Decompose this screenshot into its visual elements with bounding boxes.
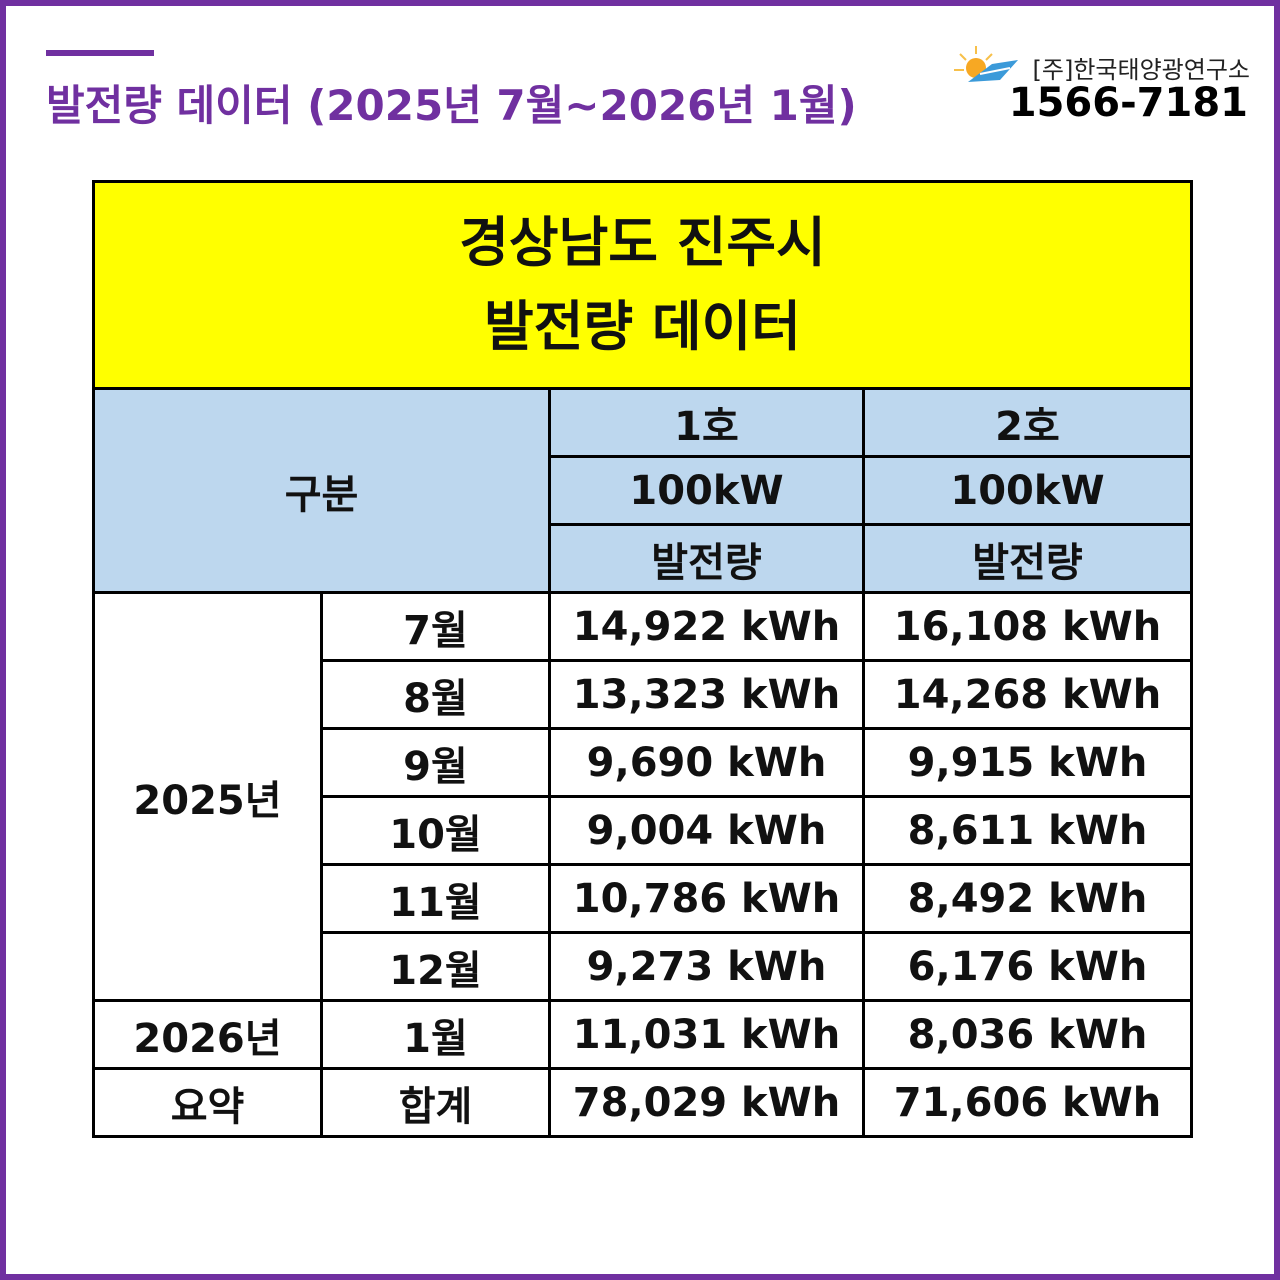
month-cell: 1월: [320, 999, 551, 1070]
year-cell: 요약: [92, 1067, 323, 1138]
table-row: 요약 합계 78,029 kWh 71,606 kWh: [92, 1067, 1193, 1138]
page-title: 발전량 데이터 (2025년 7월~2026년 1월): [46, 81, 857, 130]
value-cell: 71,606 kWh: [862, 1067, 1193, 1138]
value-cell: 16,108 kWh: [862, 591, 1193, 662]
value-cell: 11,031 kWh: [548, 999, 865, 1070]
logo: [954, 46, 1018, 82]
table-row: 100kW 100kW: [94, 455, 1193, 526]
value-cell: 8,611 kWh: [862, 795, 1193, 866]
month-cell: 10월: [320, 795, 551, 866]
value-cell: 13,323 kWh: [548, 659, 865, 730]
month-cell: 9월: [320, 727, 551, 798]
table-row: 2025년 7월 14,922 kWh 16,108 kWh: [92, 591, 1193, 1002]
value-cell: 8,492 kWh: [862, 863, 1193, 934]
header-corner: 구분: [92, 387, 551, 594]
header-capacity: 100kW: [548, 455, 865, 526]
phone-number: 1566-7181: [1008, 80, 1248, 126]
value-cell: 9,690 kWh: [548, 727, 865, 798]
year-cell: 2026년: [92, 999, 323, 1070]
company-name: [주]한국태양광연구소: [1032, 56, 1250, 84]
table-row: 구분 1호 2호: [92, 387, 1193, 594]
table-row: 9월 9,690 kWh 9,915 kWh: [94, 727, 1193, 798]
value-cell: 8,036 kWh: [862, 999, 1193, 1070]
value-cell: 10,786 kWh: [548, 863, 865, 934]
header-measure: 발전량: [862, 523, 1193, 594]
table-title-line: 발전량 데이터: [484, 295, 801, 358]
table-row: 11월 10,786 kWh 8,492 kWh: [94, 863, 1193, 934]
month-cell: 합계: [320, 1067, 551, 1138]
value-cell: 78,029 kWh: [548, 1067, 865, 1138]
year-cell: 2025년: [92, 591, 323, 1002]
table-row: 8월 13,323 kWh 14,268 kWh: [94, 659, 1193, 730]
value-cell: 9,273 kWh: [548, 931, 865, 1002]
header-capacity: 100kW: [862, 455, 1193, 526]
header-unit: 1호: [548, 387, 865, 458]
value-cell: 9,004 kWh: [548, 795, 865, 866]
title-rule: [46, 50, 154, 56]
table-row: 2026년 1월 11,031 kWh 8,036 kWh: [92, 999, 1193, 1070]
value-cell: 9,915 kWh: [862, 727, 1193, 798]
month-cell: 12월: [320, 931, 551, 1002]
value-cell: 14,922 kWh: [548, 591, 865, 662]
table-title-line: 경상남도 진주시: [459, 211, 826, 274]
month-cell: 11월: [320, 863, 551, 934]
table-row: 발전량 발전량: [94, 523, 1193, 594]
value-cell: 14,268 kWh: [862, 659, 1193, 730]
value-cell: 6,176 kWh: [862, 931, 1193, 1002]
table-row: 12월 9,273 kWh 6,176 kWh: [94, 931, 1193, 1002]
header-unit: 2호: [862, 387, 1193, 458]
month-cell: 8월: [320, 659, 551, 730]
month-cell: 7월: [320, 591, 551, 662]
generation-table: 경상남도 진주시 발전량 데이터 구분 1호 2호 100kW 100kW 발전량 발전량 202…: [92, 180, 1193, 1138]
header-measure: 발전량: [548, 523, 865, 594]
table-row: 10월 9,004 kWh 8,611 kWh: [94, 795, 1193, 866]
